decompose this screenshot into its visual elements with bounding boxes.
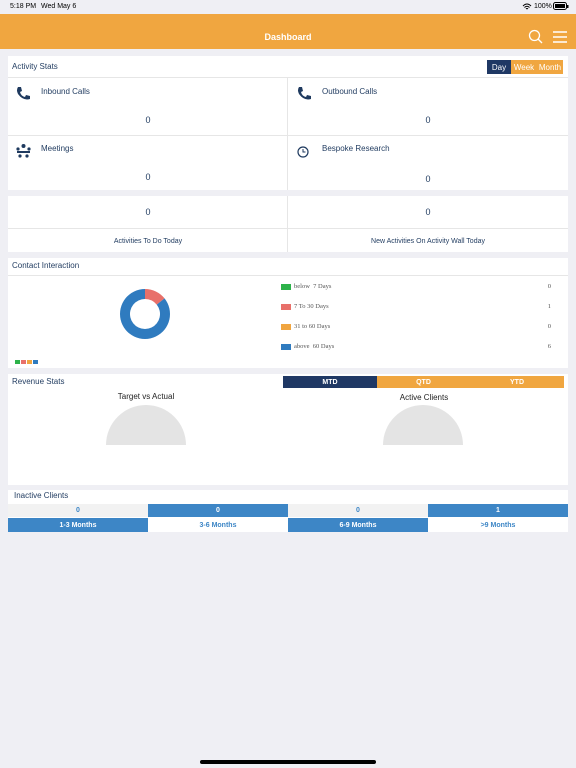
- donut-segment: [145, 289, 165, 305]
- divider: [8, 135, 568, 136]
- gauge: [383, 405, 463, 445]
- divider: [287, 196, 288, 252]
- status-date: Wed May 6: [41, 3, 77, 10]
- section-title: Activity Stats: [12, 62, 58, 71]
- legend-swatch: [281, 284, 291, 290]
- legend-value: 0: [547, 323, 551, 330]
- legend-swatch: [281, 344, 291, 350]
- tile-value: 0: [145, 172, 151, 182]
- tab-week[interactable]: Week: [511, 60, 537, 74]
- section-title: Contact Interaction: [12, 261, 80, 270]
- mini-swatch: [15, 360, 20, 364]
- todo-value: 0: [145, 207, 151, 217]
- tile-value: 0: [425, 115, 431, 125]
- wifi-icon: [522, 3, 532, 10]
- mini-swatch: [33, 360, 38, 364]
- tile-value: 0: [425, 174, 431, 184]
- battery-icon: [553, 2, 569, 10]
- gauges: [106, 405, 463, 445]
- donut-segment: [119, 289, 170, 340]
- bucket-value: 1: [428, 504, 568, 517]
- activity-stats-panel: [8, 56, 568, 190]
- bucket-label: 3-6 Months: [148, 518, 288, 532]
- clock-icon: [297, 146, 309, 158]
- divider: [287, 78, 288, 190]
- divider: [8, 228, 568, 229]
- gauge: [106, 405, 186, 445]
- tile-label: Meetings: [41, 144, 74, 153]
- bucket-label: >9 Months: [428, 518, 568, 532]
- bucket-value: 0: [148, 504, 288, 517]
- divider: [8, 77, 568, 78]
- revenue-panel: [8, 374, 568, 485]
- legend-label: 7 To 30 Days: [294, 303, 329, 310]
- home-indicator: [200, 760, 376, 764]
- bucket-label: 6-9 Months: [288, 518, 428, 532]
- todo-label: Activities To Do Today: [113, 238, 183, 245]
- status-battery: 100%: [534, 3, 552, 10]
- tab-qtd[interactable]: QTD: [377, 376, 470, 388]
- bucket-value: 0: [8, 504, 148, 517]
- legend-label: above 60 Days: [294, 343, 335, 350]
- tab-mtd[interactable]: MTD: [283, 376, 377, 388]
- tile-value: 0: [145, 115, 151, 125]
- todo-value: 0: [425, 207, 431, 217]
- tile-label: Bespoke Research: [322, 144, 390, 153]
- section-title: Revenue Stats: [12, 377, 65, 386]
- phone-icon: [17, 87, 30, 100]
- legend-value: 1: [547, 303, 551, 310]
- todo-panel: [8, 196, 568, 252]
- tab-ytd[interactable]: YTD: [470, 376, 564, 388]
- tab-month[interactable]: Month: [537, 60, 563, 74]
- status-time: 5:18 PM: [10, 3, 37, 10]
- tile-label: Inbound Calls: [41, 87, 90, 96]
- gauge-label: Active Clients: [399, 393, 449, 402]
- mini-swatch: [21, 360, 26, 364]
- tab-day[interactable]: Day: [487, 60, 511, 74]
- legend-value: 0: [547, 283, 551, 290]
- gauge-label: Target vs Actual: [117, 392, 175, 401]
- header-title: Dashboard: [264, 32, 312, 42]
- mini-swatch: [27, 360, 32, 364]
- meeting-icon: [16, 144, 31, 158]
- bucket-label: 1-3 Months: [8, 518, 148, 532]
- legend-label: 31 to 60 Days: [294, 323, 331, 330]
- search-button[interactable]: [528, 29, 544, 45]
- tile-label: Outbound Calls: [322, 87, 378, 96]
- legend-label: below 7 Days: [294, 283, 332, 290]
- todo-label: New Activities On Activity Wall Today: [371, 238, 485, 245]
- section-title: Inactive Clients: [14, 491, 69, 500]
- menu-button[interactable]: [552, 30, 568, 44]
- legend-swatch: [281, 304, 291, 310]
- legend-value: 6: [547, 343, 551, 350]
- divider: [8, 275, 568, 276]
- bucket-value: 0: [288, 504, 428, 517]
- legend-swatch: [281, 324, 291, 330]
- phone-icon: [298, 87, 311, 100]
- header: [0, 14, 576, 49]
